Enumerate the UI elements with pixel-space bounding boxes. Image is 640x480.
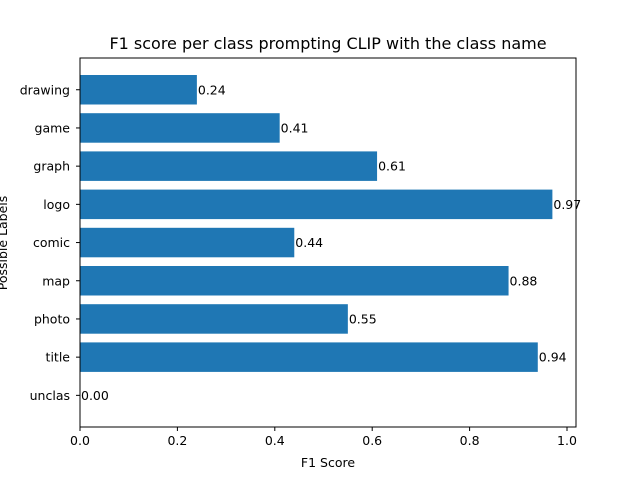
bar-graph <box>80 151 378 181</box>
data-label-graph: 0.61 <box>378 159 406 174</box>
x-axis-ticks: 0.0 0.2 0.4 0.6 0.8 1.0 <box>70 427 577 448</box>
y-tick-label-title: title <box>46 350 71 365</box>
y-axis-label: Possible Labels <box>0 196 10 291</box>
plot-frame <box>79 57 577 428</box>
data-label-logo: 0.97 <box>553 197 581 212</box>
data-labels-group: 0.24 0.41 0.61 0.97 0.44 0.88 0.55 0.94 0.00 <box>81 82 581 403</box>
data-label-title: 0.94 <box>539 350 567 365</box>
x-axis-label: F1 Score <box>301 455 355 470</box>
bar-photo <box>80 304 348 334</box>
x-tick-label: 0.4 <box>265 433 285 448</box>
data-label-photo: 0.55 <box>349 311 377 326</box>
x-tick-label: 1.0 <box>557 433 577 448</box>
data-label-map: 0.88 <box>510 273 538 288</box>
y-tick-label-comic: comic <box>33 235 70 250</box>
y-tick-label-drawing: drawing <box>20 82 70 97</box>
chart-title: F1 score per class prompting CLIP with t… <box>109 34 546 53</box>
data-label-drawing: 0.24 <box>198 82 226 97</box>
bar-drawing <box>80 75 197 105</box>
x-tick-label: 0.2 <box>167 433 187 448</box>
y-tick-label-map: map <box>42 273 70 288</box>
y-tick-label-logo: logo <box>43 197 70 212</box>
bar-title <box>80 342 538 372</box>
bar-comic <box>80 227 295 258</box>
data-label-comic: 0.44 <box>295 235 323 250</box>
y-tick-label-unclas: unclas <box>30 388 70 403</box>
bar-game <box>80 113 280 143</box>
bars-group <box>80 75 553 372</box>
x-tick-label: 0.8 <box>460 433 480 448</box>
y-tick-label-photo: photo <box>34 311 70 326</box>
bar-logo <box>80 189 553 220</box>
data-label-unclas: 0.00 <box>81 388 109 403</box>
x-tick-label: 0.0 <box>70 433 90 448</box>
data-label-game: 0.41 <box>281 120 309 135</box>
y-tick-label-game: game <box>35 120 71 135</box>
x-tick-label: 0.6 <box>362 433 382 448</box>
y-axis-ticks: drawing game graph logo comic map photo title un… <box>20 82 80 403</box>
y-tick-label-graph: graph <box>33 159 70 174</box>
bar-map <box>80 266 509 296</box>
